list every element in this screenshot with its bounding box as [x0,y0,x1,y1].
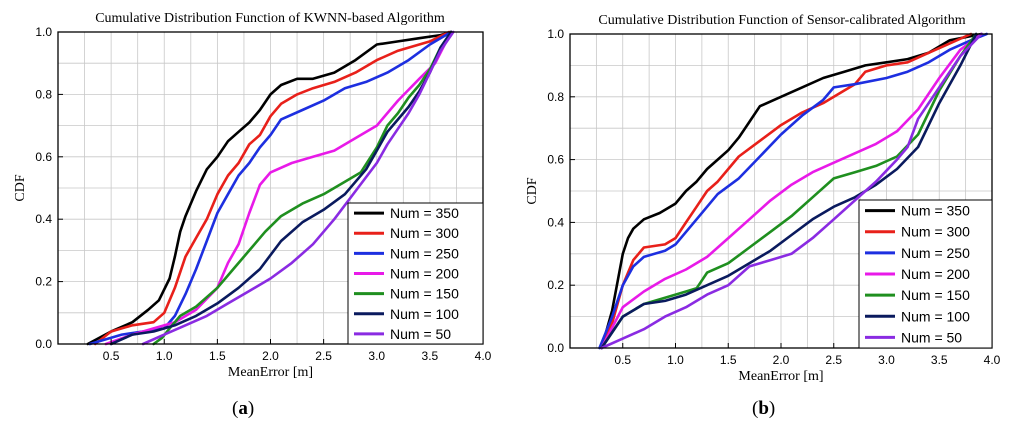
y-tick-label: 0.2 [35,275,52,289]
y-tick-label: 1.0 [547,27,564,41]
x-tick-label: 4.0 [475,349,492,363]
y-axis-label: CDF [525,177,540,204]
x-axis-label: MeanError [m] [738,369,823,384]
series-line-5 [152,30,453,346]
series-line-4 [600,32,983,350]
series-line-1 [86,30,453,346]
series-line-1 [600,32,983,350]
y-tick-label: 0.6 [547,153,564,167]
y-tick-label: 0.2 [547,278,564,292]
legend-label-7: Num = 50 [901,329,962,345]
x-tick-label: 3.5 [931,353,948,367]
legend-label-1: Num = 350 [901,203,970,219]
chart-panel-a: 0.5 1.0 1.5 2.0 2.5 3.0 3.5 4.0 0.0 0.2 0.4 0.6 0.8 1… [13,11,492,380]
chart-panel-b: 0.5 1.0 1.5 2.0 2.5 3.0 3.5 4.0 0.0 0.2 0.4 0.6 0.8 1… [525,13,1001,384]
x-tick-label: 1.0 [156,349,173,363]
x-tick-label: 3.0 [878,353,895,367]
x-tick-label: 1.0 [667,353,684,367]
x-tick-label: 2.5 [315,349,332,363]
y-tick-label: 0.8 [35,87,52,101]
y-tick-label: 0.0 [547,341,564,355]
chart-title: Cumulative Distribution Function of Sens… [598,13,965,28]
legend-label-2: Num = 300 [901,224,970,240]
series-group [598,32,989,350]
series-line-6 [109,30,453,346]
legend: Num = 350 Num = 300 Num = 250 Num = 200 Num … [858,199,993,349]
series-line-2 [600,32,973,350]
caption-a: (a) [232,398,255,419]
y-tick-label: 0.8 [547,90,564,104]
x-tick-label: 2.5 [825,353,842,367]
x-tick-label: 2.0 [262,349,279,363]
y-tick-label: 1.0 [35,25,52,39]
x-axis-label: MeanError [m] [228,365,313,380]
legend-label-5: Num = 150 [390,286,459,302]
series-line-7 [600,32,983,350]
chart-title: Cumulative Distribution Function of KWNN… [95,11,445,26]
legend-label-4: Num = 200 [390,266,459,282]
series-line-3 [88,30,453,346]
legend: Num = 350 Num = 300 Num = 250 Num = 200 Num … [347,202,484,345]
y-axis-label: CDF [13,174,28,201]
caption-b: (b) [752,398,776,419]
x-tick-label: 1.5 [209,349,226,363]
legend-label-6: Num = 100 [390,306,459,322]
legend-label-4: Num = 200 [901,266,970,282]
x-tick-label: 3.0 [368,349,385,363]
legend-label-2: Num = 300 [390,225,459,241]
legend-label-1: Num = 350 [390,205,459,221]
series-line-4 [104,30,453,346]
y-tick-label: 0.4 [35,212,52,226]
series-group [86,30,455,346]
x-tick-label: 3.5 [422,349,439,363]
y-tick-label: 0.0 [35,337,52,351]
legend-label-6: Num = 100 [901,308,970,324]
series-line-3 [598,32,989,350]
series-line-2 [93,30,451,346]
legend-label-5: Num = 150 [901,287,970,303]
legend-label-3: Num = 250 [901,245,970,261]
legend-label-7: Num = 50 [390,326,451,342]
x-tick-label: 0.5 [103,349,120,363]
legend-label-3: Num = 250 [390,245,459,261]
y-tick-label: 0.6 [35,150,52,164]
x-tick-label: 2.0 [773,353,790,367]
x-tick-label: 4.0 [984,353,1001,367]
series-line-7 [141,30,455,346]
series-line-6 [600,32,978,350]
x-tick-label: 0.5 [614,353,631,367]
series-line-5 [600,32,978,350]
y-tick-label: 0.4 [547,215,564,229]
x-tick-label: 1.5 [720,353,737,367]
